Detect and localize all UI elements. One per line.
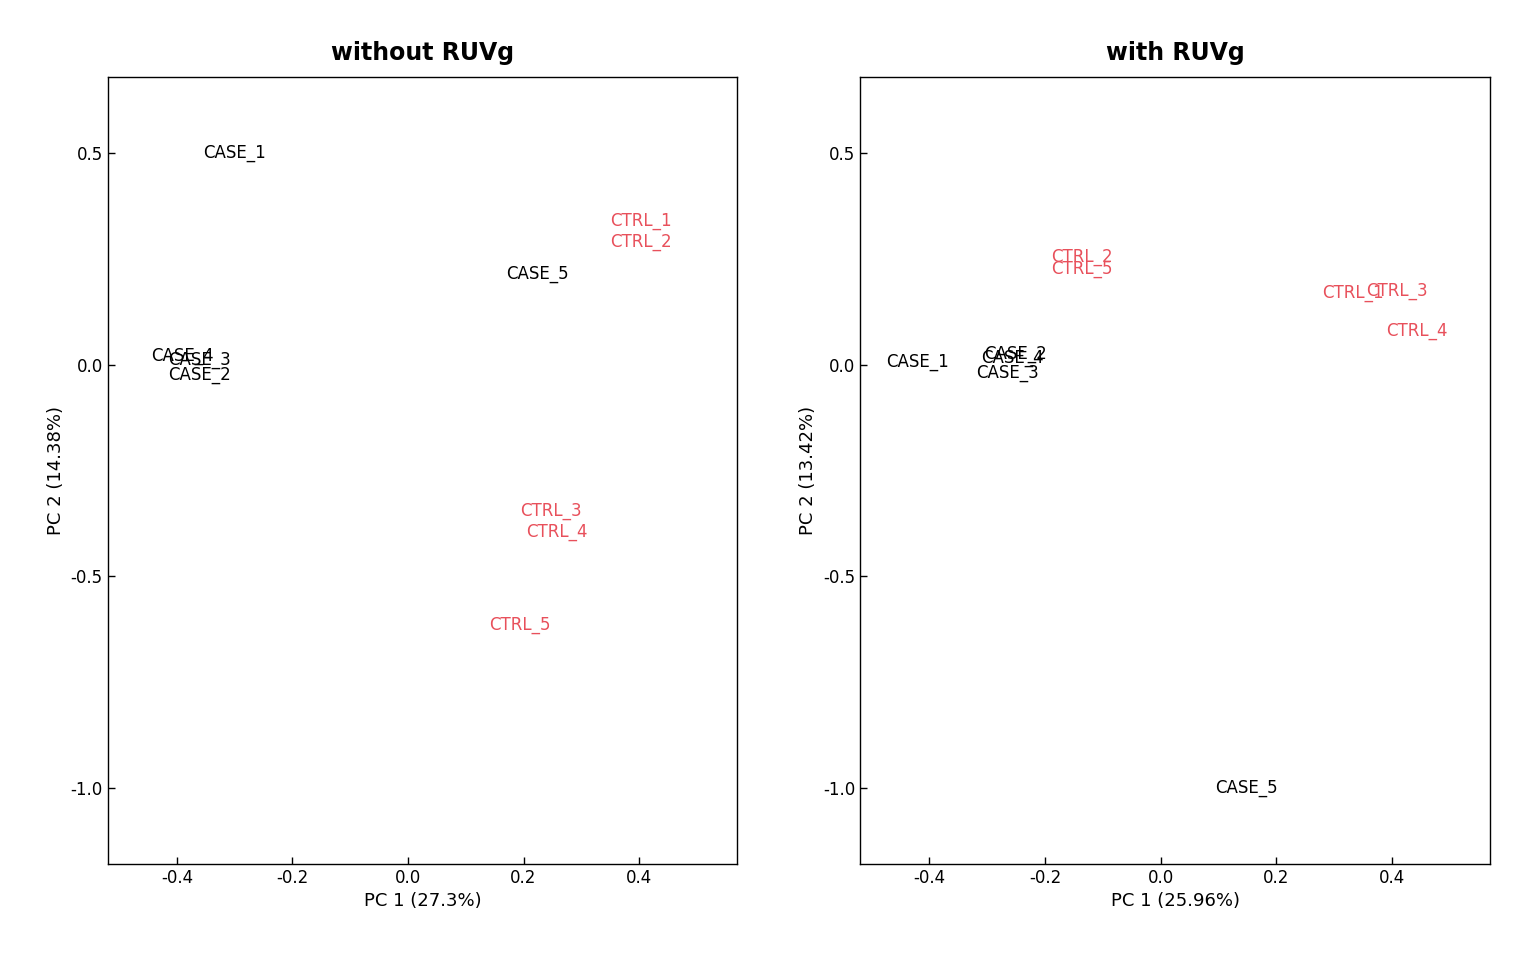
Text: CASE_4: CASE_4 (151, 348, 214, 365)
Text: CASE_2: CASE_2 (985, 345, 1048, 363)
Title: without RUVg: without RUVg (330, 41, 515, 65)
Text: CASE_5: CASE_5 (507, 265, 568, 282)
Text: CTRL_1: CTRL_1 (610, 212, 671, 229)
Text: CTRL_4: CTRL_4 (527, 523, 588, 540)
Text: CASE_1: CASE_1 (203, 144, 266, 162)
Text: CTRL_5: CTRL_5 (1051, 260, 1112, 278)
Text: CTRL_1: CTRL_1 (1322, 283, 1384, 301)
Text: CTRL_5: CTRL_5 (488, 616, 550, 634)
Text: CASE_5: CASE_5 (1215, 779, 1278, 797)
X-axis label: PC 1 (25.96%): PC 1 (25.96%) (1111, 893, 1240, 910)
Text: CTRL_3: CTRL_3 (521, 502, 582, 519)
Text: CTRL_2: CTRL_2 (610, 233, 671, 251)
Text: CTRL_3: CTRL_3 (1366, 281, 1427, 300)
Text: CTRL_4: CTRL_4 (1385, 322, 1447, 340)
X-axis label: PC 1 (27.3%): PC 1 (27.3%) (364, 893, 481, 910)
Text: CASE_4: CASE_4 (982, 349, 1044, 368)
Text: CASE_3: CASE_3 (167, 351, 230, 370)
Y-axis label: PC 2 (13.42%): PC 2 (13.42%) (800, 406, 817, 535)
Text: CASE_1: CASE_1 (886, 353, 949, 372)
Title: with RUVg: with RUVg (1106, 41, 1244, 65)
Text: CASE_2: CASE_2 (167, 366, 230, 384)
Text: CTRL_2: CTRL_2 (1051, 248, 1112, 266)
Text: CASE_3: CASE_3 (975, 364, 1038, 382)
Y-axis label: PC 2 (14.38%): PC 2 (14.38%) (48, 406, 65, 535)
